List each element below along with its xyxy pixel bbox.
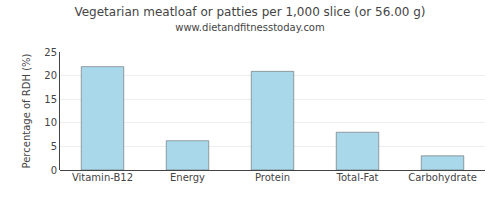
svg-text:Vitamin-B12: Vitamin-B12 xyxy=(72,172,133,183)
svg-text:Protein: Protein xyxy=(255,172,290,183)
svg-text:Vegetarian meatloaf or patties: Vegetarian meatloaf or patties per 1,000… xyxy=(74,5,425,34)
svg-text:Carbohydrate: Carbohydrate xyxy=(408,172,477,183)
svg-text:5: 5 xyxy=(51,141,57,152)
svg-text:10: 10 xyxy=(44,117,57,128)
svg-text:Total-Fat: Total-Fat xyxy=(336,172,379,183)
svg-text:20: 20 xyxy=(44,70,57,81)
svg-text:Percentage of RDH (%): Percentage of RDH (%) xyxy=(21,53,32,168)
svg-text:Energy: Energy xyxy=(170,172,205,183)
svg-text:25: 25 xyxy=(44,47,57,58)
svg-text:0: 0 xyxy=(51,165,57,176)
svg-text:15: 15 xyxy=(44,94,57,105)
